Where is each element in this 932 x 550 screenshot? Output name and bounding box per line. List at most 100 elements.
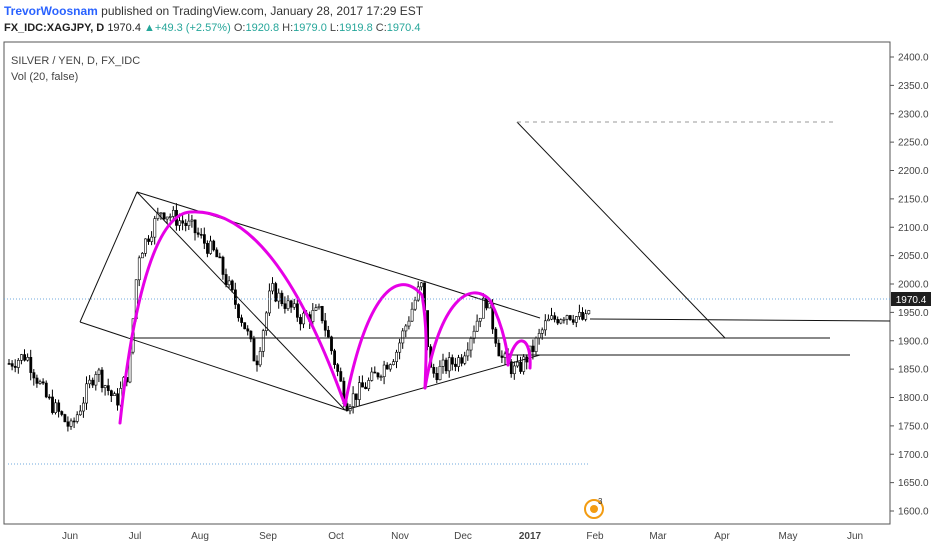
candle — [568, 315, 572, 320]
candle — [35, 377, 39, 384]
candle — [271, 283, 275, 292]
candle — [97, 369, 101, 375]
x-tick-label: Feb — [586, 531, 604, 542]
x-tick-label: Aug — [191, 531, 209, 542]
candle — [38, 381, 42, 384]
candle — [543, 320, 547, 331]
candle — [215, 249, 219, 258]
trendline — [79, 191, 138, 323]
candle — [392, 361, 395, 365]
candle — [553, 315, 557, 320]
trendline — [136, 191, 421, 281]
candle — [351, 393, 355, 407]
candle — [88, 379, 92, 385]
pattern-arc — [423, 291, 510, 390]
candle — [581, 311, 585, 320]
x-tick-label: Mar — [649, 531, 667, 542]
candle — [261, 330, 265, 352]
candle — [258, 351, 262, 366]
last-price-badge-text: 1970.4 — [896, 295, 927, 306]
candle — [578, 311, 581, 317]
candle — [404, 325, 408, 332]
x-tick-label: Oct — [328, 531, 344, 542]
candle — [66, 421, 70, 427]
candle — [336, 364, 340, 372]
candle — [385, 364, 389, 370]
author-link[interactable]: TrevorWoosnam — [4, 4, 98, 18]
x-tick-label: Nov — [391, 531, 409, 542]
pattern-arc — [506, 339, 532, 370]
up-arrow-icon: ▲ — [144, 22, 155, 34]
candle — [407, 320, 411, 327]
candle — [150, 236, 154, 242]
candle — [357, 382, 361, 400]
candle — [370, 371, 374, 381]
candle — [246, 328, 250, 332]
candle — [469, 338, 473, 351]
candle — [388, 364, 392, 370]
candle — [47, 396, 51, 399]
candle — [488, 303, 492, 309]
candle — [79, 410, 82, 416]
y-tick-label: 2000.0 — [898, 280, 929, 291]
candle — [218, 256, 222, 259]
candle — [274, 283, 278, 302]
candle — [91, 379, 95, 386]
symbol-label[interactable]: FX_IDC:XAGJPY, D — [4, 22, 105, 34]
candle — [454, 363, 457, 367]
candle — [330, 336, 333, 352]
event-marker-icon[interactable]: 3 — [584, 497, 604, 519]
candle — [556, 319, 560, 324]
candle — [302, 312, 306, 325]
candle — [472, 330, 476, 339]
candle — [531, 345, 535, 352]
candle — [516, 361, 519, 367]
y-tick-label: 1800.0 — [898, 393, 929, 404]
candle — [230, 280, 234, 291]
candle — [519, 361, 523, 372]
candle — [100, 369, 104, 389]
x-tick-label: May — [779, 531, 798, 542]
x-tick-label: Jul — [129, 531, 142, 542]
candle — [540, 329, 544, 334]
close-value: 1970.4 — [386, 22, 421, 34]
legend-title: SILVER / YEN, D, FX_IDC — [11, 55, 141, 67]
candle — [153, 218, 157, 238]
candle — [509, 361, 513, 375]
candle — [144, 238, 147, 254]
candle — [168, 216, 172, 218]
candle — [376, 372, 380, 378]
candle — [537, 333, 541, 339]
candle — [323, 320, 327, 331]
low-value: 1919.8 — [339, 22, 373, 34]
candle — [103, 385, 107, 389]
trendlines-group — [79, 121, 891, 411]
candle — [574, 316, 578, 323]
pattern-arc — [118, 210, 347, 425]
change-value: +49.3 (+2.57%) — [154, 22, 231, 34]
candle — [72, 420, 76, 423]
y-tick-label: 1850.0 — [898, 365, 929, 376]
x-tick-label: Dec — [454, 531, 472, 542]
candle — [212, 240, 216, 251]
candle — [299, 317, 302, 325]
trendline — [419, 279, 541, 319]
candle — [419, 282, 423, 288]
candle — [10, 363, 14, 367]
candle — [547, 318, 550, 322]
y-tick-label: 2200.0 — [898, 166, 929, 177]
y-tick-label: 1950.0 — [898, 308, 929, 319]
candle — [373, 371, 377, 374]
candle — [339, 371, 343, 382]
candle — [162, 212, 166, 220]
last-price-badge — [891, 292, 931, 306]
candle — [187, 220, 191, 226]
candle — [165, 216, 169, 220]
price-axis[interactable]: 1600.0 1650.0 1700.0 1750.0 1800.0 1850.0 1900… — [890, 53, 929, 518]
time-axis[interactable]: Jun Jul Aug Sep Oct Nov Dec 2017 Feb Mar Apr May Jun — [62, 531, 863, 542]
candle — [237, 304, 240, 319]
candle — [82, 402, 85, 412]
candle — [264, 312, 268, 331]
candle — [110, 390, 113, 396]
